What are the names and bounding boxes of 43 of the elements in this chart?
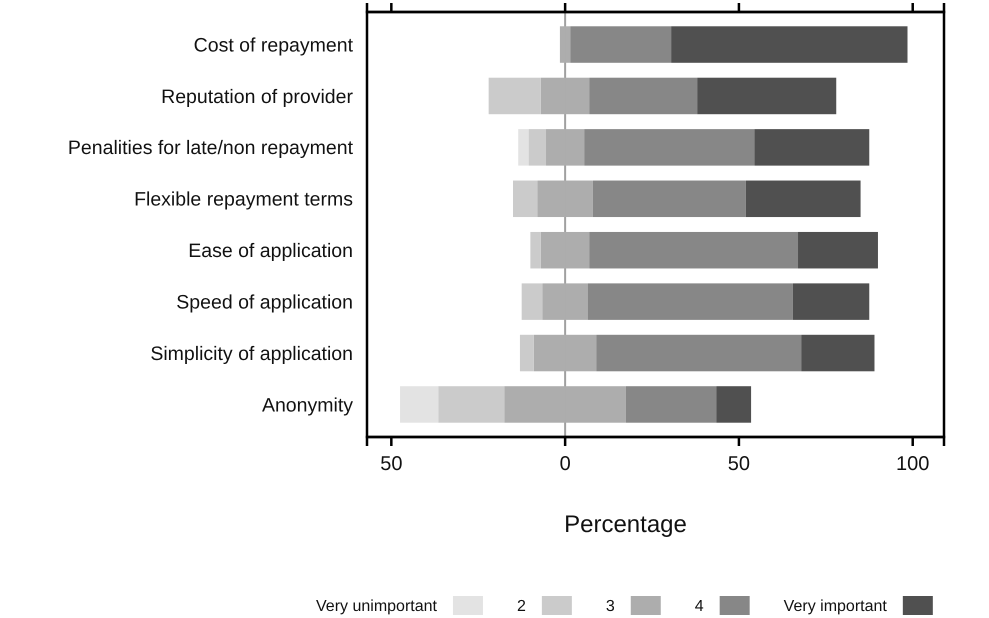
bar [438,386,504,423]
legend-label: Very important [784,598,888,615]
bar [626,386,716,423]
legend-label: Very unimportant [316,598,438,615]
y-tick-label: Flexible repayment terms [134,188,354,211]
bar [589,232,798,268]
bar [754,129,870,166]
bar [570,26,672,63]
y-tick-label: Cost of repayment [194,34,354,56]
bar [792,283,870,320]
bar [400,386,438,423]
x-axis-title: Percentage [564,511,687,538]
y-tick-label: Ease of application [188,240,353,262]
y-tick-label: Speed of application [176,291,353,314]
bar [592,180,746,218]
x-tick-label: 0 [560,453,571,476]
bar [798,232,878,268]
bar [518,129,529,166]
bar [522,283,543,320]
bar [512,180,538,218]
bar [584,129,755,166]
bar [746,180,861,218]
bar [589,78,698,114]
bar [528,129,546,166]
y-tick-label: Anonymity [262,394,354,416]
x-tick-label: 50 [380,453,402,476]
bar [588,283,793,320]
y-tick-label: Penalities for late/non repayment [68,137,354,160]
bar [671,26,908,63]
x-tick-label: 100 [896,453,930,476]
bar [596,334,802,372]
bar [716,386,752,423]
y-tick-label: Reputation of provider [161,86,354,108]
legend-label: 4 [694,598,704,615]
bar [520,334,534,372]
bar [530,232,541,268]
y-tick-label: Simplicity of application [150,342,353,365]
bar [801,334,874,372]
bar [697,78,836,114]
bar [488,78,541,114]
legend-label: 2 [516,598,526,615]
x-tick-label: 50 [728,453,750,476]
legend-label: 3 [606,598,615,615]
